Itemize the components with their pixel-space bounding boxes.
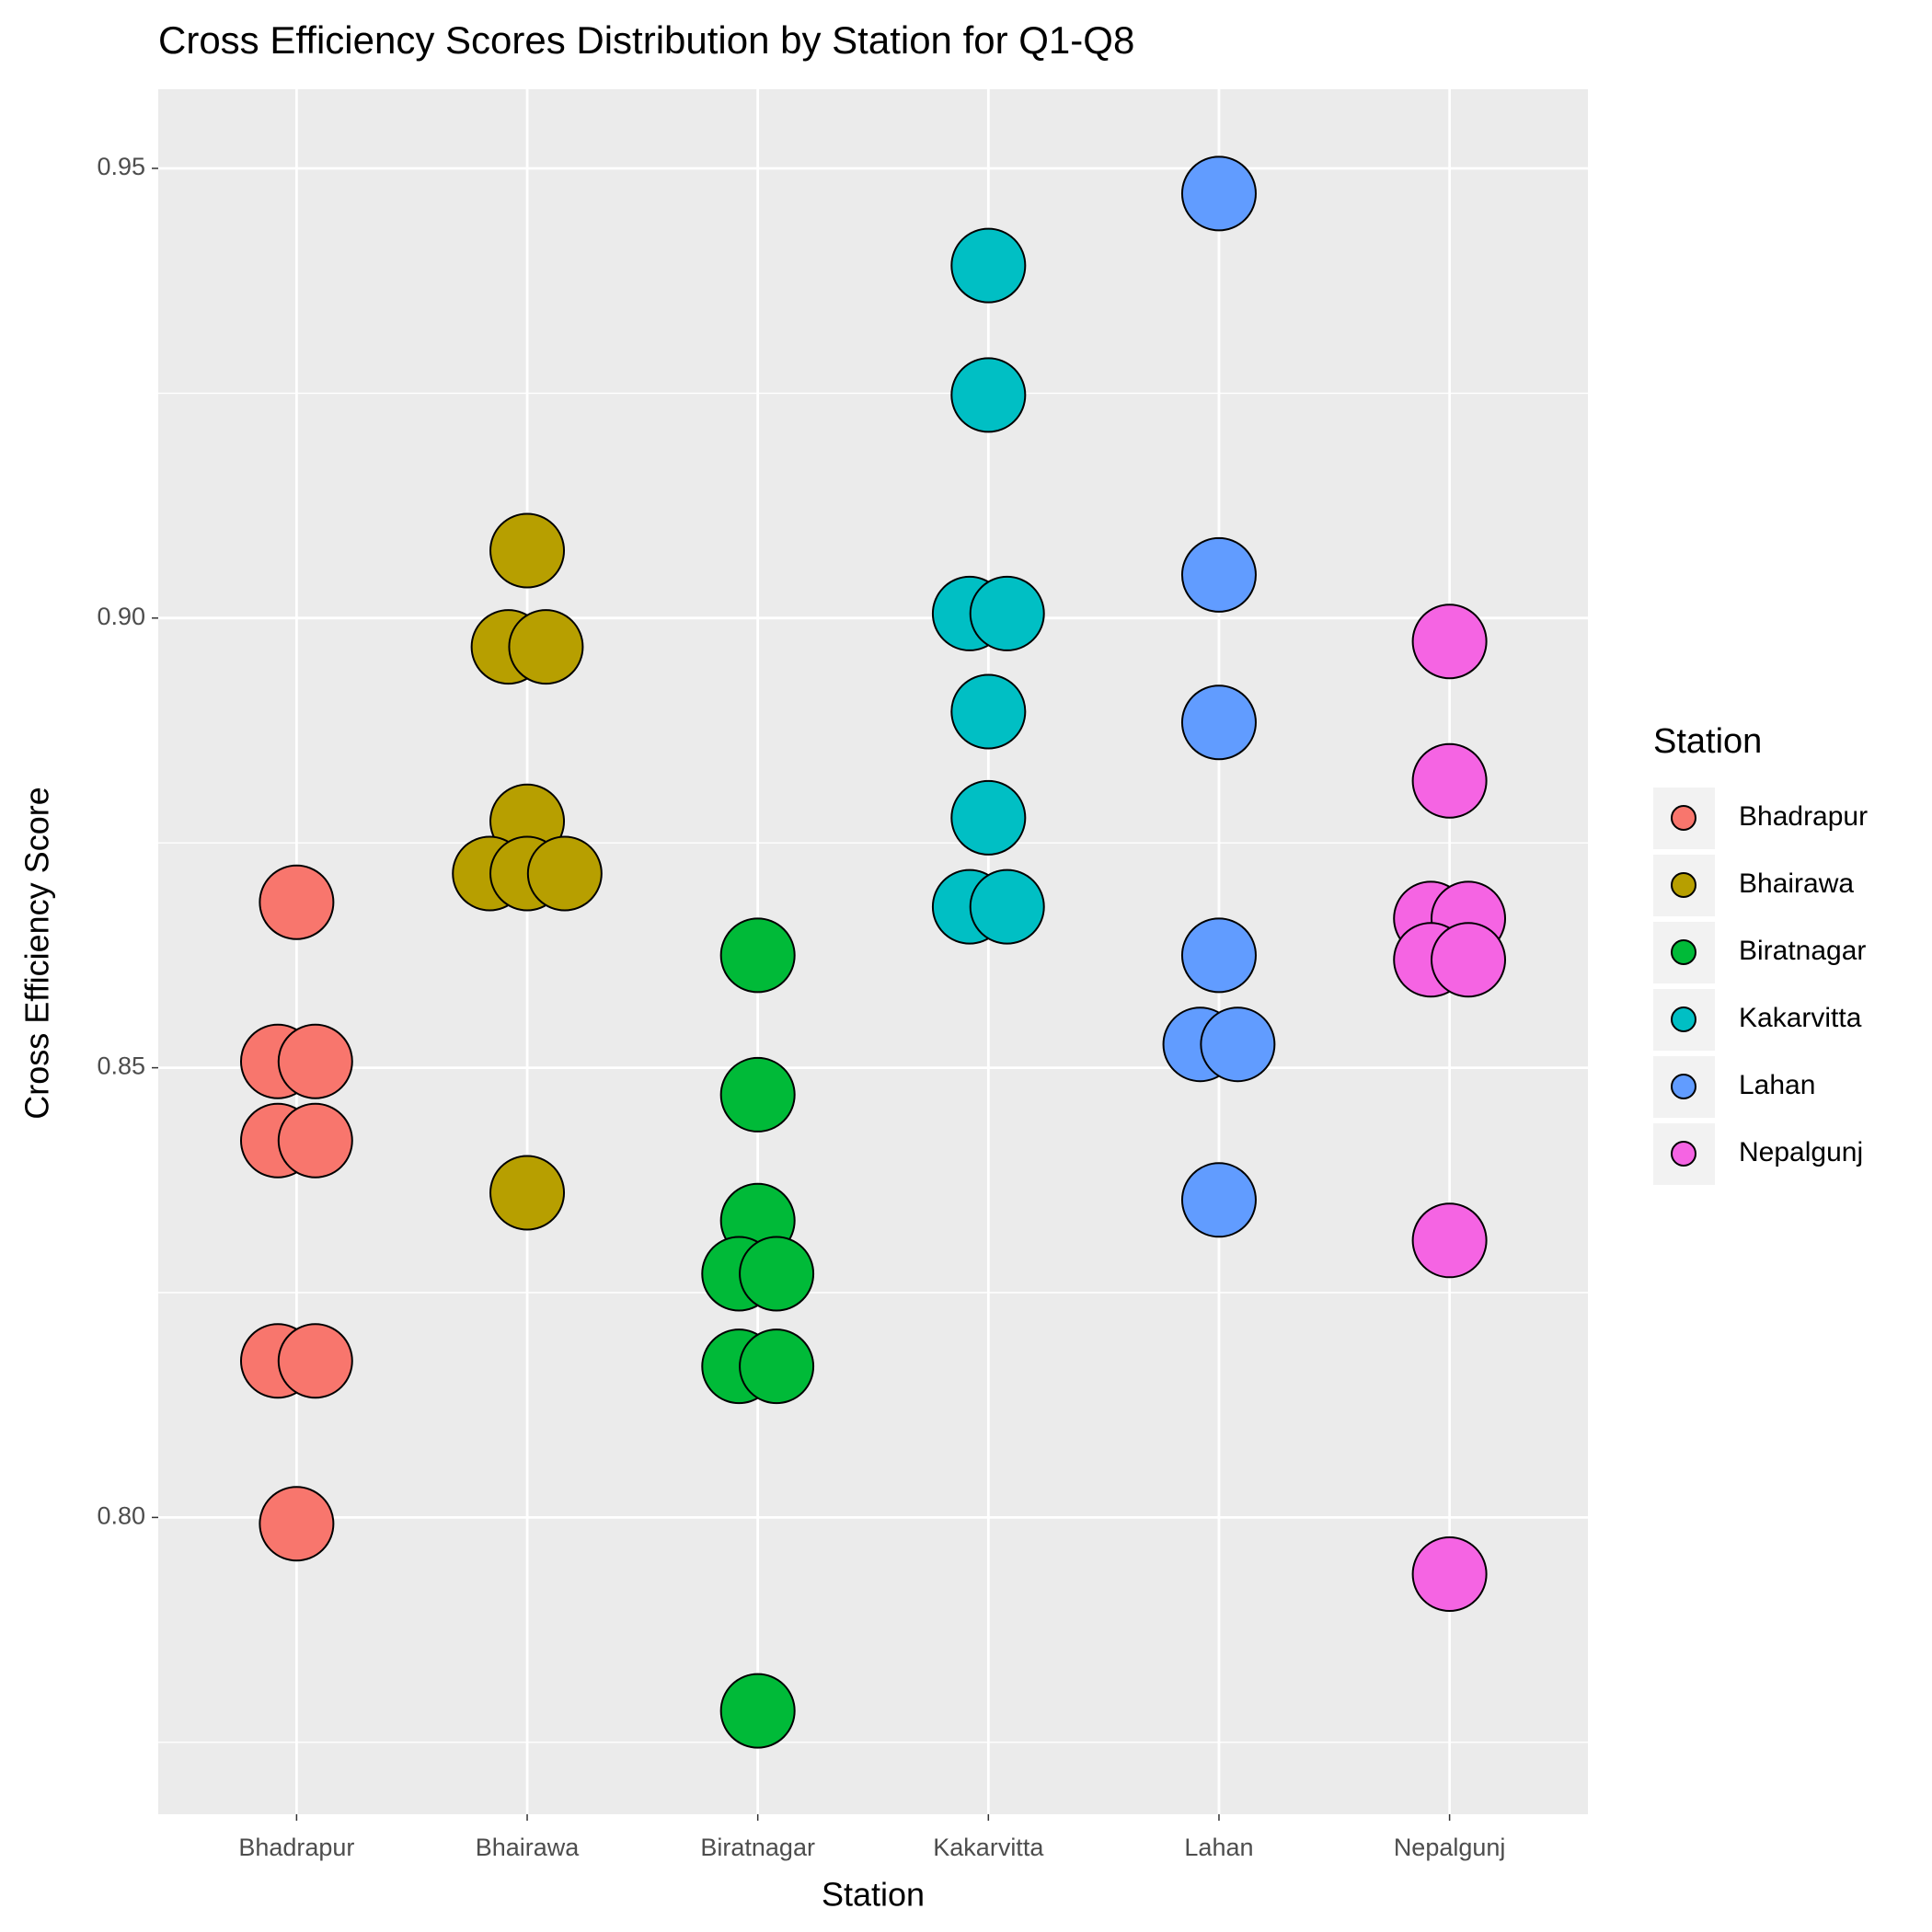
dot <box>489 512 566 589</box>
x-tick-label: Bhairawa <box>476 1834 581 1861</box>
legend-dot <box>1671 872 1696 898</box>
dot <box>1411 1535 1488 1612</box>
legend-label: Biratnagar <box>1739 936 1866 966</box>
dot <box>277 1023 353 1099</box>
dot <box>259 1486 335 1562</box>
dot <box>1180 536 1257 613</box>
dot <box>1180 917 1257 994</box>
dot <box>1411 604 1488 680</box>
dot <box>969 868 1045 945</box>
dot <box>950 673 1027 750</box>
y-tick-label: 0.90 <box>97 603 145 630</box>
legend-dot <box>1671 805 1696 831</box>
dot <box>719 917 796 994</box>
x-tick-label: Kakarvitta <box>933 1834 1044 1861</box>
legend-label: Bhairawa <box>1739 868 1854 899</box>
y-tick-label: 0.85 <box>97 1052 145 1080</box>
dot <box>508 609 584 685</box>
legend-title: Station <box>1653 722 1762 761</box>
dot <box>719 1056 796 1133</box>
legend-dot <box>1671 1006 1696 1032</box>
dot <box>259 864 335 940</box>
dot <box>1431 922 1507 998</box>
x-tick-label: Nepalgunj <box>1394 1834 1506 1861</box>
dot <box>719 1673 796 1749</box>
y-tick-label: 0.95 <box>97 153 145 180</box>
dot <box>1180 155 1257 232</box>
legend-label: Kakarvitta <box>1739 1003 1862 1033</box>
legend-label: Bhadrapur <box>1739 801 1868 832</box>
dot <box>950 357 1027 433</box>
dot <box>1411 742 1488 819</box>
dot <box>1180 1162 1257 1238</box>
x-tick-label: Lahan <box>1184 1834 1253 1861</box>
legend-label: Nepalgunj <box>1739 1137 1863 1167</box>
legend-dot <box>1671 939 1696 965</box>
dot <box>277 1102 353 1179</box>
chart-title: Cross Efficiency Scores Distribution by … <box>158 18 1134 62</box>
dot <box>1180 684 1257 761</box>
x-axis-title: Station <box>822 1876 925 1914</box>
x-tick-label: Biratnagar <box>700 1834 815 1861</box>
dot <box>739 1328 815 1405</box>
dot <box>489 1155 566 1231</box>
panel-background <box>158 89 1588 1814</box>
y-axis-title: Cross Efficiency Score <box>18 787 56 1119</box>
dot <box>526 835 603 912</box>
legend-label: Lahan <box>1739 1070 1815 1100</box>
y-tick-label: 0.80 <box>97 1502 145 1530</box>
dot <box>1200 1006 1276 1083</box>
legend-dot <box>1671 1141 1696 1167</box>
legend-dot <box>1671 1074 1696 1099</box>
dot <box>969 575 1045 651</box>
x-tick-label: Bhadrapur <box>238 1834 354 1861</box>
dot <box>950 779 1027 856</box>
dot <box>950 227 1027 304</box>
dot <box>277 1323 353 1399</box>
dot <box>1411 1202 1488 1279</box>
dot <box>739 1236 815 1312</box>
